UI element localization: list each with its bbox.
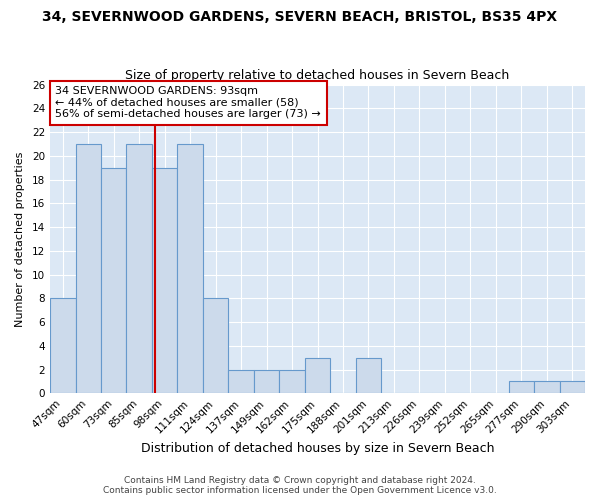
Bar bbox=[560, 382, 585, 394]
Bar bbox=[509, 382, 534, 394]
Title: Size of property relative to detached houses in Severn Beach: Size of property relative to detached ho… bbox=[125, 69, 509, 82]
Y-axis label: Number of detached properties: Number of detached properties bbox=[15, 152, 25, 326]
Bar bbox=[305, 358, 330, 394]
Text: Contains HM Land Registry data © Crown copyright and database right 2024.
Contai: Contains HM Land Registry data © Crown c… bbox=[103, 476, 497, 495]
Bar bbox=[254, 370, 280, 394]
Bar bbox=[356, 358, 381, 394]
Bar bbox=[127, 144, 152, 394]
X-axis label: Distribution of detached houses by size in Severn Beach: Distribution of detached houses by size … bbox=[141, 442, 494, 455]
Bar bbox=[76, 144, 101, 394]
Bar bbox=[229, 370, 254, 394]
Text: 34, SEVERNWOOD GARDENS, SEVERN BEACH, BRISTOL, BS35 4PX: 34, SEVERNWOOD GARDENS, SEVERN BEACH, BR… bbox=[43, 10, 557, 24]
Bar bbox=[101, 168, 127, 394]
Bar bbox=[178, 144, 203, 394]
Bar bbox=[203, 298, 229, 394]
Text: 34 SEVERNWOOD GARDENS: 93sqm
← 44% of detached houses are smaller (58)
56% of se: 34 SEVERNWOOD GARDENS: 93sqm ← 44% of de… bbox=[55, 86, 321, 120]
Bar bbox=[50, 298, 76, 394]
Bar bbox=[280, 370, 305, 394]
Bar bbox=[534, 382, 560, 394]
Bar bbox=[152, 168, 178, 394]
